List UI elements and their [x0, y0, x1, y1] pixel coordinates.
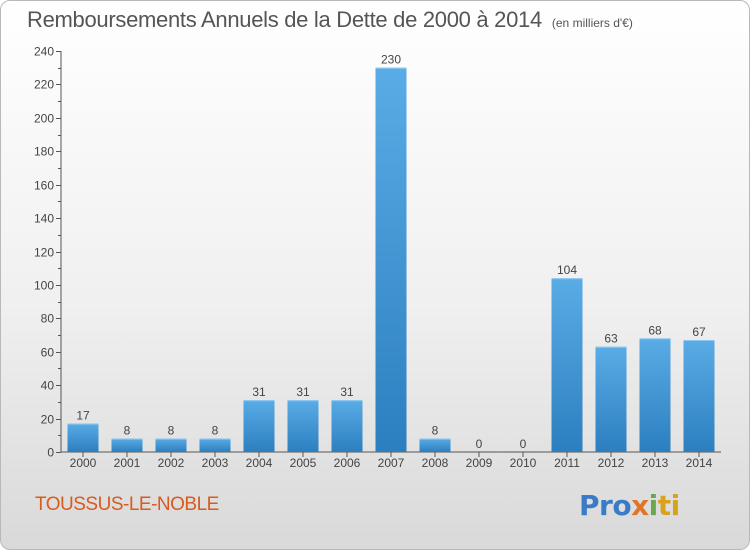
bar: [595, 346, 627, 452]
logo-part-4: ti: [657, 489, 680, 522]
data-label: 0: [476, 437, 483, 451]
proxiti-logo: Proxiti: [579, 489, 680, 522]
data-label: 8: [432, 424, 439, 438]
data-label: 8: [168, 424, 175, 438]
data-label: 31: [252, 385, 266, 399]
chart-unit: (en milliers d'€): [551, 16, 633, 30]
bar: [419, 438, 451, 452]
y-tick-label: 60: [41, 346, 55, 360]
bar: [331, 400, 363, 452]
x-tick-label: 2011: [554, 456, 580, 470]
x-tick-label: 2008: [422, 456, 449, 470]
logo-part-3: i: [648, 489, 659, 522]
bar: [199, 438, 231, 452]
y-tick-label: 140: [34, 212, 54, 226]
y-tick-label: 100: [34, 279, 54, 293]
y-tick-label: 200: [34, 112, 54, 126]
data-label: 17: [76, 409, 90, 423]
x-tick-label: 2003: [202, 456, 229, 470]
x-tick-label: 2001: [114, 456, 141, 470]
x-tick-label: 2000: [70, 456, 97, 470]
data-label: 68: [648, 323, 662, 337]
chart-title-block: Remboursements Annuels de la Dette de 20…: [27, 7, 633, 33]
x-tick-label: 2013: [642, 456, 669, 470]
x-tick-label: 2004: [246, 456, 273, 470]
bar: [155, 438, 187, 452]
data-label: 63: [604, 332, 618, 346]
y-tick-label: 120: [34, 246, 54, 260]
bar: [287, 400, 319, 452]
bar: [111, 438, 143, 452]
data-label: 31: [340, 385, 354, 399]
data-label: 67: [692, 325, 706, 339]
x-tick-label: 2014: [686, 456, 713, 470]
data-label: 104: [557, 263, 577, 277]
bar: [243, 400, 275, 452]
logo-part-1: Pro: [579, 489, 632, 522]
x-tick-label: 2012: [598, 456, 625, 470]
y-tick-label: 40: [41, 379, 55, 393]
y-tick-label: 160: [34, 179, 54, 193]
x-tick-label: 2007: [378, 456, 405, 470]
y-tick-label: 0: [47, 446, 54, 460]
logo-part-2: x: [631, 489, 649, 522]
bar: [507, 451, 539, 452]
commune-name: TOUSSUS-LE-NOBLE: [35, 494, 219, 515]
x-tick-label: 2010: [510, 456, 537, 470]
y-tick-label: 80: [41, 312, 55, 326]
chart-title: Remboursements Annuels de la Dette de 20…: [27, 7, 542, 32]
bar: [463, 451, 495, 452]
x-tick-label: 2005: [290, 456, 317, 470]
x-tick-label: 2002: [158, 456, 185, 470]
data-label: 31: [296, 385, 310, 399]
bar: [683, 340, 715, 452]
x-tick-label: 2009: [466, 456, 493, 470]
bar: [375, 67, 407, 452]
data-label: 0: [520, 437, 527, 451]
y-tick-label: 240: [34, 45, 54, 59]
data-label: 8: [124, 424, 131, 438]
x-tick-label: 2006: [334, 456, 361, 470]
data-label: 230: [381, 53, 401, 67]
bar: [639, 338, 671, 452]
y-tick-label: 180: [34, 145, 54, 159]
bar: [67, 423, 99, 452]
y-tick-label: 220: [34, 78, 54, 92]
y-tick-label: 20: [41, 413, 55, 427]
bar: [551, 278, 583, 452]
data-label: 8: [212, 424, 219, 438]
